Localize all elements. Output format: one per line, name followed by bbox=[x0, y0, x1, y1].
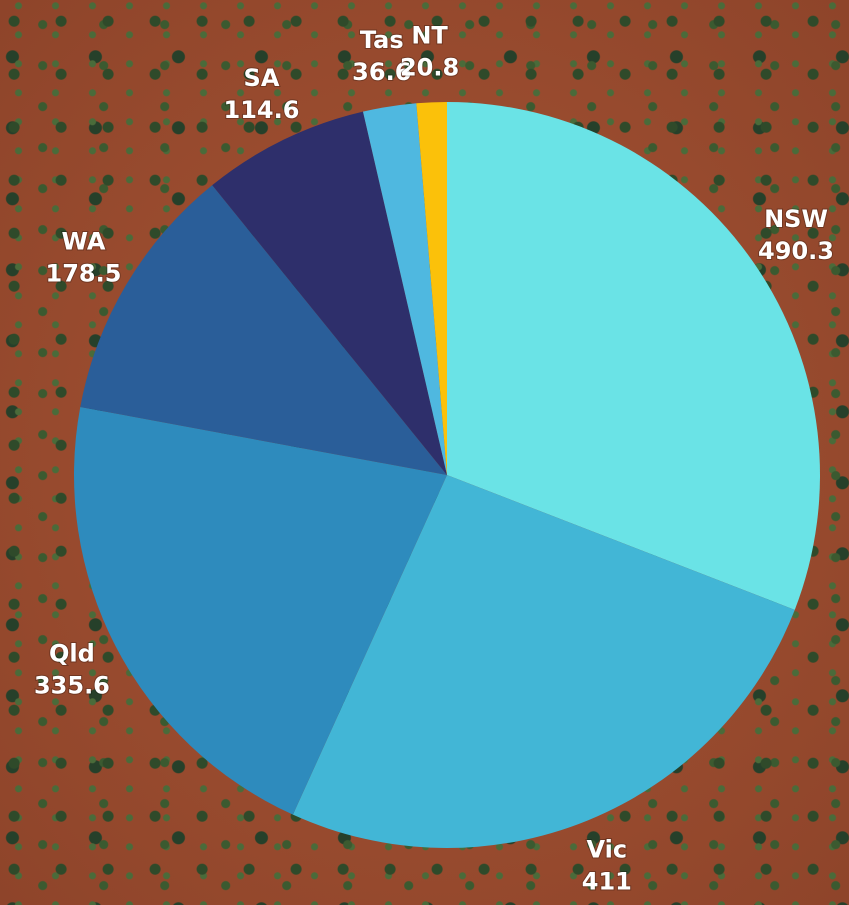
slice-value: 36.6 bbox=[352, 58, 411, 86]
pie-slice bbox=[212, 111, 447, 475]
slice-value: 490.3 bbox=[758, 237, 834, 265]
pie-slice bbox=[416, 102, 447, 475]
slice-value: 114.6 bbox=[224, 96, 300, 124]
slice-value: 335.6 bbox=[34, 672, 110, 700]
pie-slice bbox=[362, 103, 447, 475]
slice-value: 178.5 bbox=[46, 260, 122, 288]
slice-value: 411 bbox=[582, 868, 632, 896]
pie-slice bbox=[447, 102, 820, 610]
slice-label: SA bbox=[244, 64, 280, 92]
slice-label: NSW bbox=[764, 205, 828, 233]
slice-label: Vic bbox=[587, 836, 628, 864]
slice-label: Tas bbox=[360, 26, 404, 54]
slice-label: NT bbox=[411, 21, 448, 49]
pie-slice bbox=[292, 475, 795, 848]
slice-value: 20.8 bbox=[400, 53, 459, 81]
pie-slice bbox=[80, 185, 447, 475]
slice-label: WA bbox=[61, 228, 105, 256]
slice-label: Qld bbox=[49, 640, 95, 668]
pie-slice bbox=[73, 406, 447, 815]
